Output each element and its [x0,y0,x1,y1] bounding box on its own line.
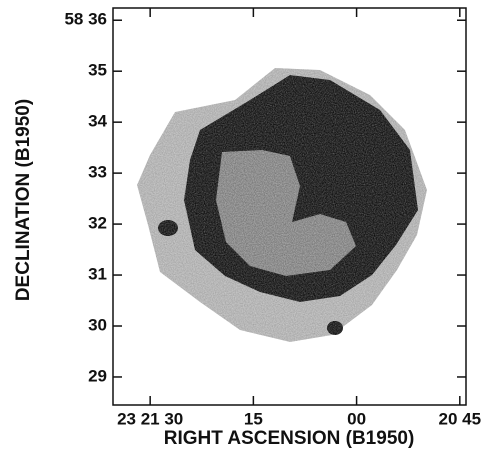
interior [216,150,356,276]
spot [158,220,178,236]
y-tick-label: 32 [88,214,107,233]
spot [327,321,343,335]
image [137,68,427,342]
y-tick-label: 58 36 [64,10,107,29]
x-tick-label: 15 [244,409,263,428]
x-axis-label: RIGHT ASCENSION (B1950) [164,428,415,449]
y-axis-label: DECLINATION (B1950) [13,99,34,301]
y-tick-label: 29 [88,366,107,385]
y-tick-label: 33 [88,163,107,182]
y-tick-label: 31 [88,265,107,284]
y-tick-label: 34 [88,112,107,131]
x-tick-label: 20 45 [439,409,482,428]
x-tick-label: 00 [347,409,366,428]
y-tick-label: 35 [88,61,107,80]
plot-frame [112,7,467,406]
x-tick-label: 23 21 30 [117,409,183,428]
y-tick-label: 30 [88,315,107,334]
